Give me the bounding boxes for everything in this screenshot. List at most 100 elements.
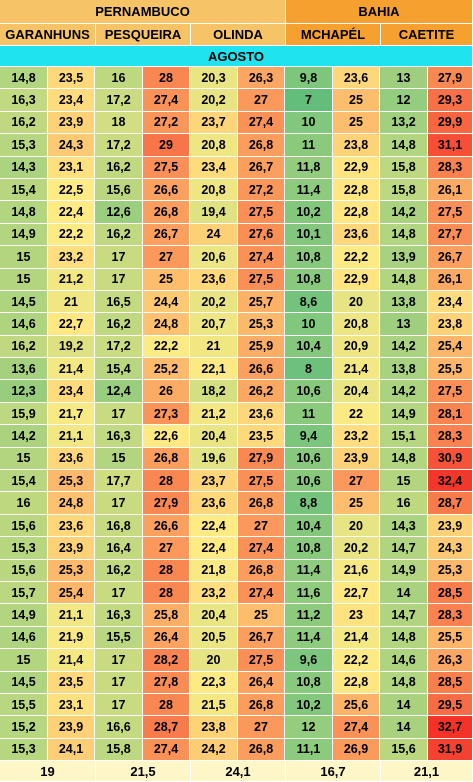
cell-pesqueira-min: 17,2	[95, 335, 143, 359]
cell-garanhuns-min: 14,9	[0, 223, 48, 247]
cell-caetite-max: 29,3	[428, 89, 473, 112]
cell-garanhuns-max: 23,9	[48, 111, 95, 135]
cell-pesqueira-min: 16,2	[95, 559, 143, 582]
cell-mchapel-min: 10,8	[285, 537, 333, 560]
cell-mchapel-min: 9,8	[285, 67, 333, 90]
cell-olinda-min: 21	[190, 335, 238, 359]
city-header-pesqueira: PESQUEIRA	[96, 24, 191, 46]
cell-caetite-max: 26,3	[428, 649, 473, 672]
cell-mchapel-min: 8,8	[285, 492, 333, 515]
cell-garanhuns-min: 15,5	[0, 693, 48, 717]
cell-caetite-max: 27,9	[428, 67, 473, 90]
cell-garanhuns-max: 23,9	[48, 537, 95, 560]
cell-pesqueira-max: 27,4	[143, 89, 190, 112]
cell-pesqueira-min: 16,2	[95, 156, 143, 179]
cell-pesqueira-min: 16,2	[95, 223, 143, 247]
cell-pesqueira-min: 16,2	[95, 313, 143, 336]
table-row: 15,3 24,3 17,2 29 20,8 26,8 11 23,8 14,8 31,1	[0, 134, 473, 157]
cell-mchapel-max: 22,8	[333, 178, 380, 202]
cell-olinda-min: 20,8	[190, 178, 238, 202]
cell-mchapel-max: 22,9	[333, 156, 380, 179]
cell-pesqueira-min: 17	[95, 268, 143, 291]
table-row: 16 24,8 17 27,9 23,6 26,8 8,8 25 16 28,7	[0, 492, 473, 515]
cell-caetite-min: 13,8	[380, 290, 428, 314]
cell-caetite-min: 14	[380, 693, 428, 717]
cell-garanhuns-max: 21	[48, 290, 95, 314]
cell-mchapel-min: 11	[285, 134, 333, 157]
cell-garanhuns-max: 21,7	[48, 402, 95, 426]
table-row: 16,2 23,9 18 27,2 23,7 27,4 10 25 13,2 29,9	[0, 111, 473, 135]
cell-mchapel-max: 22,7	[333, 581, 380, 605]
cell-pesqueira-max: 26,4	[143, 626, 190, 650]
cell-pesqueira-min: 16,6	[95, 716, 143, 739]
cell-caetite-max: 24,3	[428, 537, 473, 560]
cell-pesqueira-max: 27,3	[143, 402, 190, 426]
cell-pesqueira-max: 25,2	[143, 358, 190, 381]
cell-caetite-min: 14	[380, 716, 428, 739]
cell-garanhuns-min: 15,7	[0, 581, 48, 605]
cell-pesqueira-max: 25	[143, 268, 190, 291]
cell-garanhuns-max: 23,4	[48, 380, 95, 403]
cell-garanhuns-min: 14,6	[0, 626, 48, 650]
cell-mchapel-max: 25	[333, 492, 380, 515]
cell-olinda-min: 20,2	[190, 89, 238, 112]
cell-olinda-max: 26,8	[238, 134, 285, 157]
cell-olinda-min: 20,3	[190, 67, 238, 90]
table-row: 15,9 21,7 17 27,3 21,2 23,6 11 22 14,9 28,1	[0, 402, 473, 426]
cell-caetite-max: 28,7	[428, 492, 473, 515]
cell-garanhuns-max: 23,6	[48, 447, 95, 471]
average-caetite: 21,1	[381, 761, 473, 782]
table-row: 15 21,4 17 28,2 20 27,5 9,6 22,2 14,6 26,3	[0, 649, 473, 672]
cell-garanhuns-max: 23,1	[48, 693, 95, 717]
cell-olinda-min: 23,6	[190, 268, 238, 291]
cell-mchapel-min: 10,2	[285, 693, 333, 717]
cell-olinda-max: 26,2	[238, 380, 285, 403]
cell-caetite-max: 28,1	[428, 402, 473, 426]
cell-olinda-min: 23,2	[190, 581, 238, 605]
average-mchapel: 16,7	[286, 761, 381, 782]
cell-mchapel-max: 20	[333, 290, 380, 314]
table-row: 15 23,2 17 27 20,6 27,4 10,8 22,2 13,9 26,7	[0, 246, 473, 269]
table-row: 14,6 21,9 15,5 26,4 20,5 26,7 11,4 21,4 14,8 25,5	[0, 626, 473, 650]
cell-olinda-min: 21,2	[190, 402, 238, 426]
cell-olinda-max: 26,7	[238, 156, 285, 179]
cell-mchapel-max: 22,8	[333, 201, 380, 224]
cell-olinda-max: 26,7	[238, 626, 285, 650]
cell-garanhuns-min: 15,9	[0, 402, 48, 426]
cell-olinda-min: 20,6	[190, 246, 238, 269]
cell-pesqueira-min: 15	[95, 447, 143, 471]
cell-caetite-max: 29,9	[428, 111, 473, 135]
cell-pesqueira-min: 17	[95, 649, 143, 672]
cell-olinda-max: 27,4	[238, 581, 285, 605]
cell-mchapel-max: 25	[333, 111, 380, 135]
cell-mchapel-max: 25,6	[333, 693, 380, 717]
cell-mchapel-min: 10,6	[285, 447, 333, 471]
cell-olinda-min: 23,7	[190, 111, 238, 135]
cell-garanhuns-min: 15	[0, 246, 48, 269]
cell-olinda-max: 26,8	[238, 559, 285, 582]
cell-olinda-min: 21,8	[190, 559, 238, 582]
cell-caetite-max: 32,4	[428, 470, 473, 493]
table-row: 14,5 21 16,5 24,4 20,2 25,7 8,6 20 13,8 23,4	[0, 290, 473, 314]
table-row: 15,7 25,4 17 28 23,2 27,4 11,6 22,7 14 28,5	[0, 581, 473, 605]
average-olinda: 24,1	[191, 761, 286, 782]
cell-garanhuns-max: 22,7	[48, 313, 95, 336]
cell-mchapel-min: 9,4	[285, 425, 333, 448]
cell-caetite-max: 27,5	[428, 380, 473, 403]
cell-garanhuns-max: 23,6	[48, 514, 95, 538]
cell-garanhuns-min: 15	[0, 268, 48, 291]
cell-pesqueira-max: 27,8	[143, 671, 190, 694]
cell-pesqueira-min: 17	[95, 693, 143, 717]
cell-caetite-max: 27,7	[428, 223, 473, 247]
cell-mchapel-min: 10,4	[285, 335, 333, 359]
cell-olinda-max: 27,5	[238, 201, 285, 224]
cell-olinda-min: 20,2	[190, 290, 238, 314]
cell-caetite-max: 23,9	[428, 514, 473, 538]
cell-pesqueira-max: 27	[143, 246, 190, 269]
state-header-row: PERNAMBUCO BAHIA	[0, 0, 473, 24]
cell-pesqueira-max: 27,5	[143, 156, 190, 179]
cell-mchapel-min: 11,8	[285, 156, 333, 179]
cell-garanhuns-max: 23,2	[48, 246, 95, 269]
cell-mchapel-max: 20,8	[333, 313, 380, 336]
